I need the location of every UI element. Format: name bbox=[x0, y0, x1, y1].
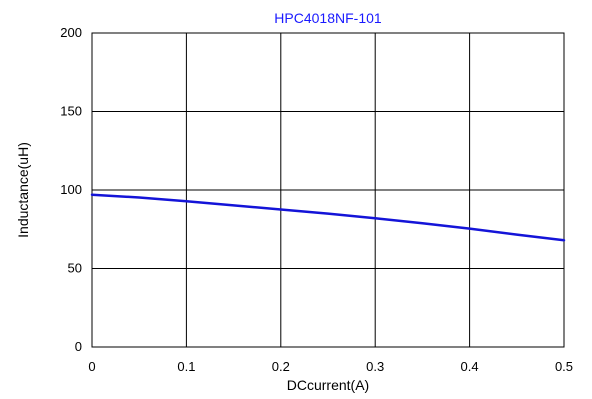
x-tick-label: 0.3 bbox=[366, 359, 384, 374]
plot-frame bbox=[91, 32, 565, 348]
tick-labels: 0 0.1 0.2 0.3 0.4 0.5 0 50 100 150 200 bbox=[60, 25, 573, 374]
x-tick-label: 0 bbox=[88, 359, 95, 374]
series-layer bbox=[90, 193, 566, 242]
x-tick-label: 0.5 bbox=[555, 359, 573, 374]
series-line-0 bbox=[90, 193, 566, 242]
y-tick-label: 0 bbox=[75, 339, 82, 354]
y-tick-label: 50 bbox=[68, 261, 82, 276]
y-tick-label: 100 bbox=[60, 182, 82, 197]
x-tick-label: 0.1 bbox=[177, 359, 195, 374]
x-axis-label: DCcurrent(A) bbox=[287, 377, 369, 393]
y-tick-label: 200 bbox=[60, 25, 82, 40]
grid bbox=[91, 32, 565, 348]
chart-title: HPC4018NF-101 bbox=[274, 10, 382, 26]
y-axis-label: Inductance(uH) bbox=[15, 142, 31, 238]
y-tick-label: 150 bbox=[60, 104, 82, 119]
x-tick-label: 0.4 bbox=[461, 359, 479, 374]
x-tick-label: 0.2 bbox=[272, 359, 290, 374]
